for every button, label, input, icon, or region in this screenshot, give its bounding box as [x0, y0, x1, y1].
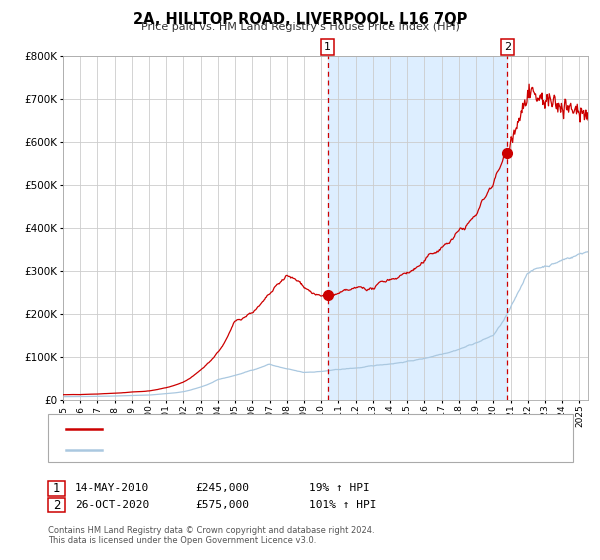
Bar [328, 56, 508, 400]
Text: 1: 1 [53, 482, 60, 495]
Text: 26-OCT-2020: 26-OCT-2020 [75, 500, 149, 510]
Text: 19% ↑ HPI: 19% ↑ HPI [309, 483, 370, 493]
Text: 2: 2 [504, 42, 511, 52]
Text: £245,000: £245,000 [195, 483, 249, 493]
Text: £575,000: £575,000 [195, 500, 249, 510]
Text: 2A, HILLTOP ROAD, LIVERPOOL, L16 7QP: 2A, HILLTOP ROAD, LIVERPOOL, L16 7QP [133, 12, 467, 27]
Text: Contains HM Land Registry data © Crown copyright and database right 2024.: Contains HM Land Registry data © Crown c… [48, 526, 374, 535]
Text: HPI: Average price, detached house, Liverpool: HPI: Average price, detached house, Live… [108, 445, 334, 455]
Text: 2A, HILLTOP ROAD, LIVERPOOL, L16 7QP (detached house): 2A, HILLTOP ROAD, LIVERPOOL, L16 7QP (de… [108, 424, 395, 433]
Text: 1: 1 [324, 42, 331, 52]
Text: This data is licensed under the Open Government Licence v3.0.: This data is licensed under the Open Gov… [48, 536, 316, 545]
Text: 101% ↑ HPI: 101% ↑ HPI [309, 500, 377, 510]
Text: 2: 2 [53, 498, 60, 512]
Text: Price paid vs. HM Land Registry's House Price Index (HPI): Price paid vs. HM Land Registry's House … [140, 22, 460, 32]
Text: 14-MAY-2010: 14-MAY-2010 [75, 483, 149, 493]
